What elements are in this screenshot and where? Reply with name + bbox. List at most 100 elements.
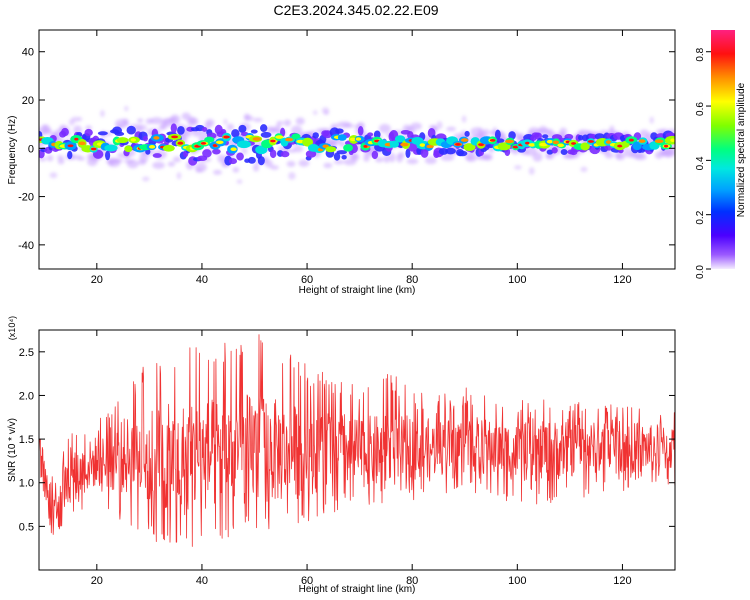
spectrogram-cell	[201, 126, 208, 132]
spectrogram-cell	[298, 159, 310, 167]
spectrogram-cell	[167, 161, 176, 167]
spectrogram-cell	[126, 125, 136, 135]
y-tick-label: 1.0	[19, 478, 34, 490]
spectrogram-cell	[406, 158, 419, 165]
spectrogram-cell	[419, 143, 426, 147]
spectrogram-cell	[312, 132, 319, 139]
spectrogram-cell	[212, 144, 218, 147]
spectrogram-cell	[171, 135, 179, 139]
spectrogram-cell	[523, 146, 537, 156]
spectrogram-core	[39, 132, 675, 155]
spectrogram-cell	[269, 149, 277, 159]
x-tick-label: 100	[508, 274, 526, 286]
spectrogram-cell	[204, 136, 215, 143]
spectrogram-cell	[130, 138, 137, 142]
snr-y-ticks: 0.5 1.0 1.5 2.0 2.5	[19, 347, 675, 533]
spectrogram-cell	[305, 150, 317, 158]
colorbar-label: Normalized spectral amplitude	[736, 82, 747, 217]
spectrogram-cell	[534, 132, 543, 140]
spectrogram-cell	[445, 147, 456, 155]
spectrogram-cell	[371, 150, 379, 160]
spectrogram-cell	[170, 123, 177, 134]
spectrogram-cell	[223, 118, 228, 125]
spectrogram-cell	[478, 143, 484, 147]
spectrogram-cell	[478, 127, 483, 135]
snr-panel: 20 40 60 80 100 120 0.5 1.0 1.5 2.0 2.5 Height of…	[7, 316, 676, 595]
spectrogram-cell	[177, 141, 184, 145]
spectrogram-x-axis-label: Height of straight line (km)	[299, 285, 416, 296]
x-tick-label: 80	[406, 274, 418, 286]
spectrogram-cell	[202, 149, 212, 158]
spectrogram-cell	[580, 142, 590, 151]
spectrogram-cell	[663, 148, 675, 157]
snr-x-axis-label: Height of straight line (km)	[299, 584, 416, 595]
spectrogram-cell	[342, 123, 355, 129]
spectrogram-cell	[114, 131, 125, 137]
spectrogram-cell	[605, 140, 612, 144]
spectrogram-cell	[212, 148, 221, 155]
spectrogram-cell	[275, 135, 284, 139]
snr-y-axis-label: SNR (10 * v/v)	[7, 418, 18, 482]
spectrogram-cell	[148, 145, 156, 149]
spectrogram-cell	[265, 159, 273, 168]
colorbar-tick-label: 0.4	[695, 156, 706, 170]
y-tick-label: -40	[18, 240, 34, 252]
spectrogram-cell	[341, 154, 347, 160]
spectrogram-cell	[188, 117, 199, 126]
spectrogram-cell	[405, 148, 411, 159]
spectrogram-cell	[253, 117, 263, 122]
spectrogram-cell	[68, 118, 75, 126]
spectrogram-cell	[293, 145, 304, 153]
spectrogram-cell	[67, 150, 73, 160]
spectrogram-cell	[238, 124, 247, 133]
spectrogram-cell	[457, 150, 468, 157]
spectrogram-cell	[232, 166, 240, 173]
spectrogram-cell	[389, 140, 400, 148]
spectrogram-cell	[74, 137, 79, 141]
spectrogram-cell	[313, 110, 318, 115]
spectrogram-cell	[122, 118, 129, 126]
spectrogram-cell	[436, 121, 443, 130]
x-tick-label: 100	[508, 575, 526, 587]
spectrogram-cell	[172, 156, 182, 163]
spectrogram-cell	[295, 117, 305, 125]
spectrogram-cell	[285, 137, 294, 142]
spectrogram-cell	[152, 153, 162, 158]
spectrogram-cell	[489, 138, 496, 142]
spectrogram-cell	[260, 131, 272, 138]
colorbar: 0.0 0.2 0.4 0.6 0.8 Normalized spectral ampl…	[695, 30, 747, 279]
snr-series-line	[39, 334, 675, 547]
spectrogram-cell	[552, 140, 559, 145]
snr-multiplier-label: (x10⁴)	[7, 316, 17, 340]
spectrogram-cell	[394, 135, 406, 143]
spectrogram-cell	[446, 126, 457, 132]
spectrogram-cell	[77, 156, 86, 161]
spectrogram-cell	[153, 136, 160, 140]
y-tick-label: 0.5	[19, 521, 34, 533]
x-tick-label: 120	[613, 575, 631, 587]
spectrogram-cell	[363, 155, 370, 162]
spectrogram-cell	[283, 119, 292, 127]
chart-title: C2E3.2024.345.02.22.E09	[273, 2, 438, 18]
spectrogram-cell	[426, 144, 434, 149]
spectrogram-cell	[237, 140, 251, 149]
spectrogram-cell	[169, 114, 181, 125]
y-tick-label: 20	[22, 95, 34, 107]
spectrogram-cell	[460, 138, 469, 142]
spectrogram-cell	[383, 154, 390, 163]
spectrogram-cell	[532, 152, 543, 162]
spectrogram-cell	[343, 144, 354, 152]
spectrogram-cell	[137, 118, 144, 123]
spectrogram-cell	[257, 156, 265, 166]
snr-x-ticks: 20 40 60 80 100 120	[91, 330, 632, 587]
spectrogram-cell	[142, 176, 150, 182]
spectrogram-cell	[90, 147, 97, 151]
spectrogram-cell	[330, 123, 340, 129]
spectrogram-cell	[113, 158, 123, 163]
spectrogram-cell	[116, 137, 129, 144]
spectrogram-cell	[223, 135, 230, 139]
spectrogram-cell	[105, 150, 111, 161]
colorbar-ticks: 0.0 0.2 0.4 0.6 0.8	[695, 47, 711, 279]
colorbar-tick-label: 0.2	[695, 210, 706, 224]
spectrogram-cell	[499, 134, 506, 139]
